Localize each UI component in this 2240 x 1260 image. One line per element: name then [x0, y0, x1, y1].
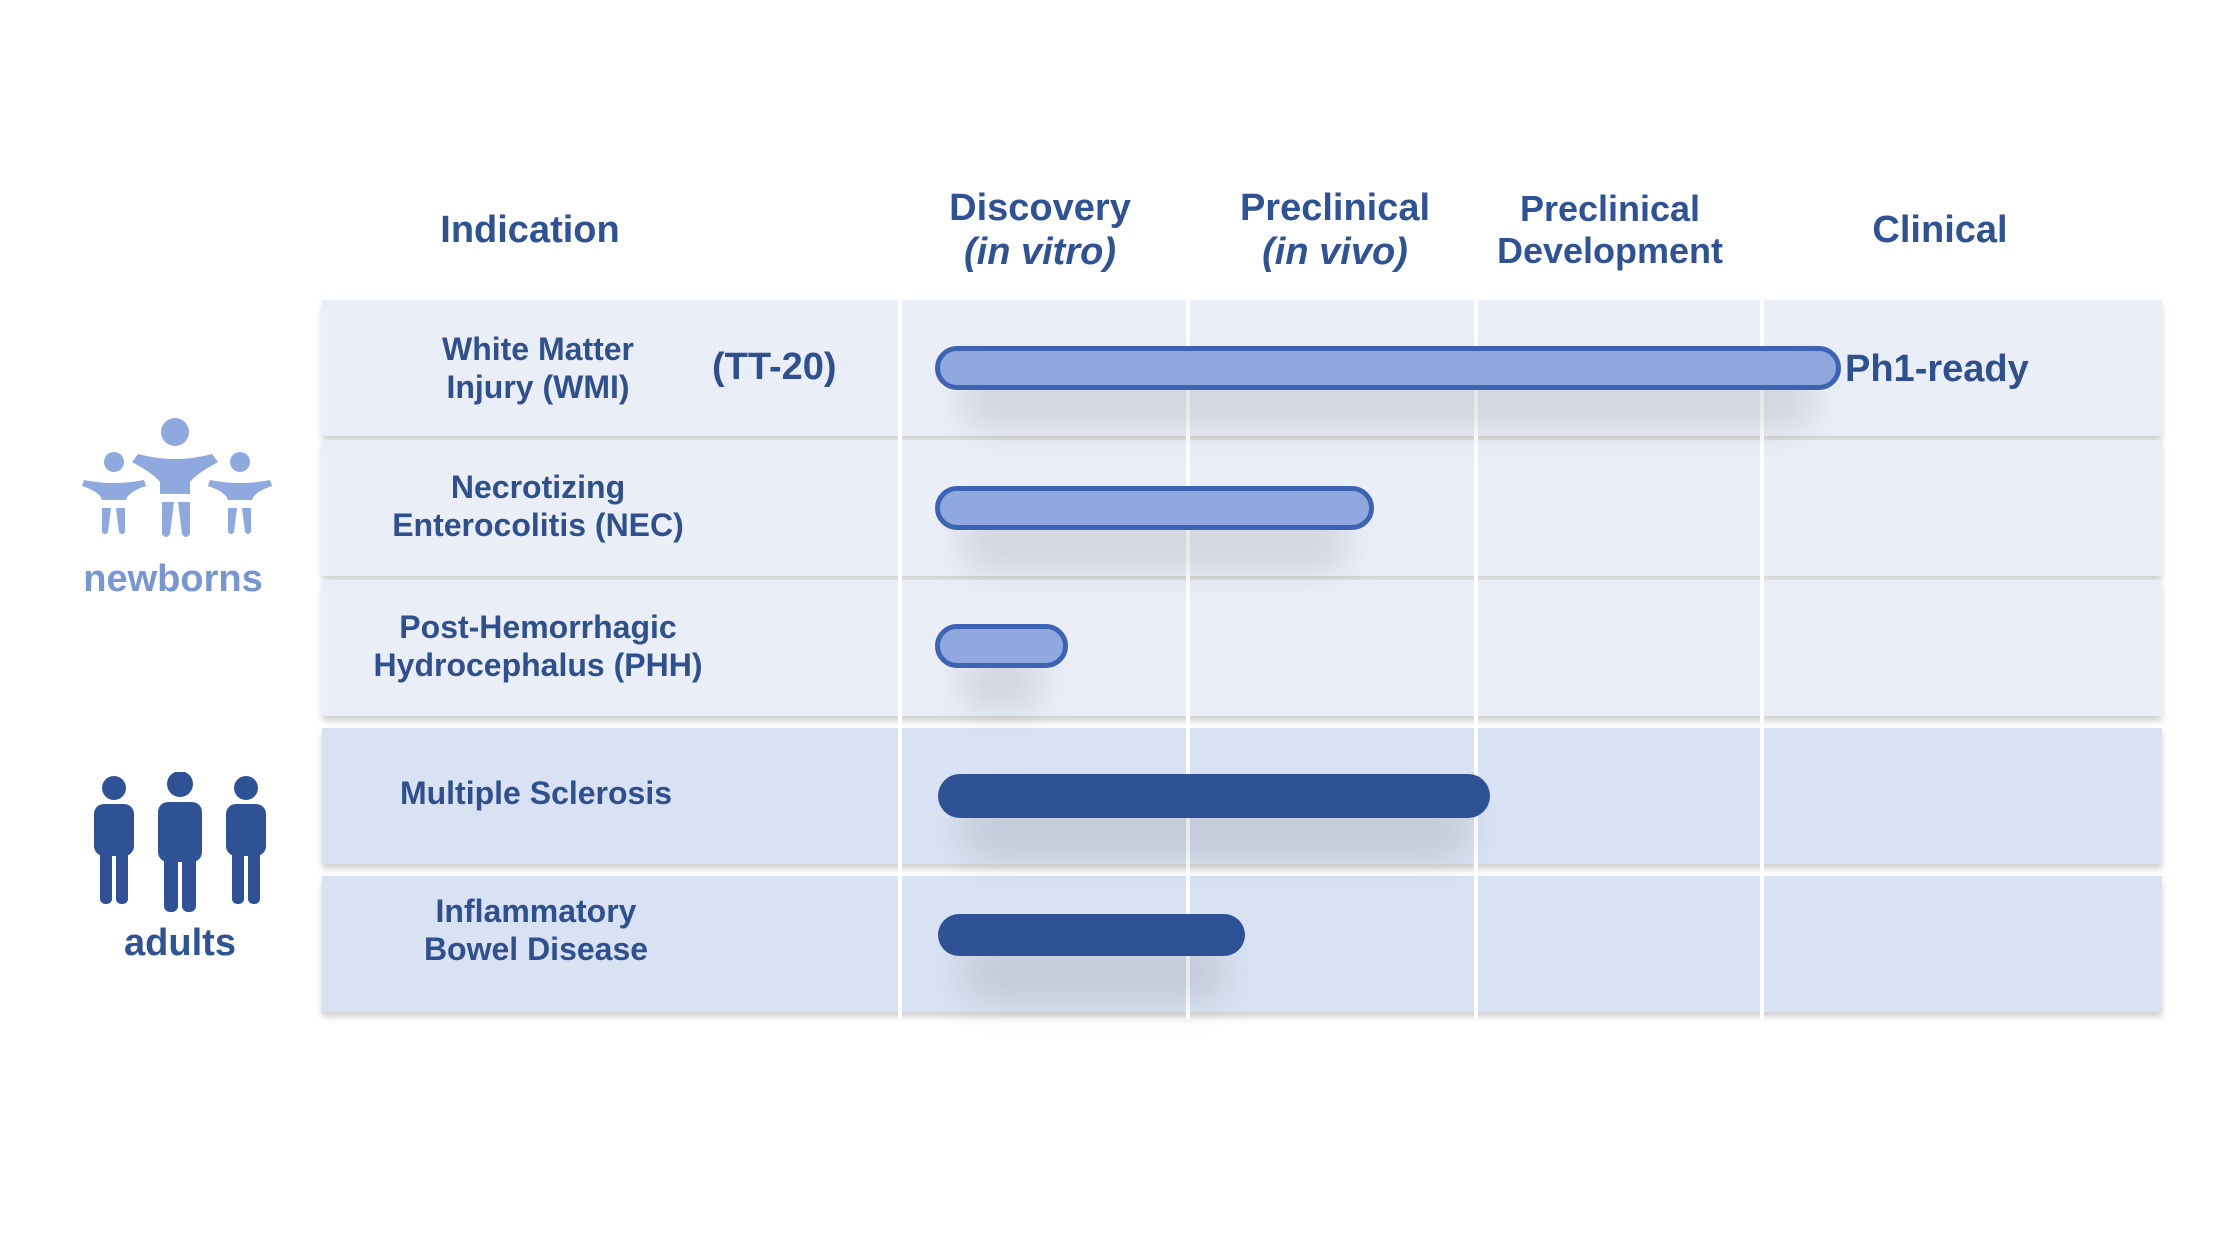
- header-indication: Indication: [440, 209, 620, 251]
- progress-bar-wmi: [935, 346, 1841, 390]
- column-divider: [1474, 300, 1478, 1020]
- column-divider: [1760, 300, 1764, 1020]
- column-divider: [898, 300, 902, 1020]
- progress-bar-nec: [935, 486, 1374, 530]
- indication-label-nec: Necrotizing Enterocolitis (NEC): [392, 469, 684, 543]
- progress-bar-ibd: [938, 914, 1245, 956]
- candidate-tag: (TT-20): [712, 346, 837, 388]
- header-preclinical-development: Preclinical Development: [1496, 188, 1724, 271]
- row-phh: [322, 580, 2162, 716]
- indication-label-ms: Multiple Sclerosis: [399, 775, 673, 811]
- newborns-icon: [82, 418, 272, 537]
- status-label: Ph1-ready: [1845, 348, 2029, 390]
- indication-label-ibd: Inflammatory Bowel Disease: [423, 893, 649, 967]
- column-divider: [1186, 300, 1190, 1020]
- group-label-adults: adults: [124, 922, 236, 964]
- adults-icon: [94, 772, 266, 912]
- indication-label-phh: Post-Hemorrhagic Hydrocephalus (PHH): [373, 609, 703, 683]
- header-clinical: Clinical: [1872, 209, 2008, 251]
- group-label-newborns: newborns: [83, 558, 263, 600]
- header-preclinical: Preclinical (in vivo): [1239, 187, 1431, 273]
- indication-label-wmi: White Matter Injury (WMI): [442, 331, 634, 405]
- progress-bar-phh: [935, 624, 1068, 668]
- progress-bar-ms: [938, 774, 1490, 818]
- header-discovery: Discovery (in vitro): [949, 187, 1131, 273]
